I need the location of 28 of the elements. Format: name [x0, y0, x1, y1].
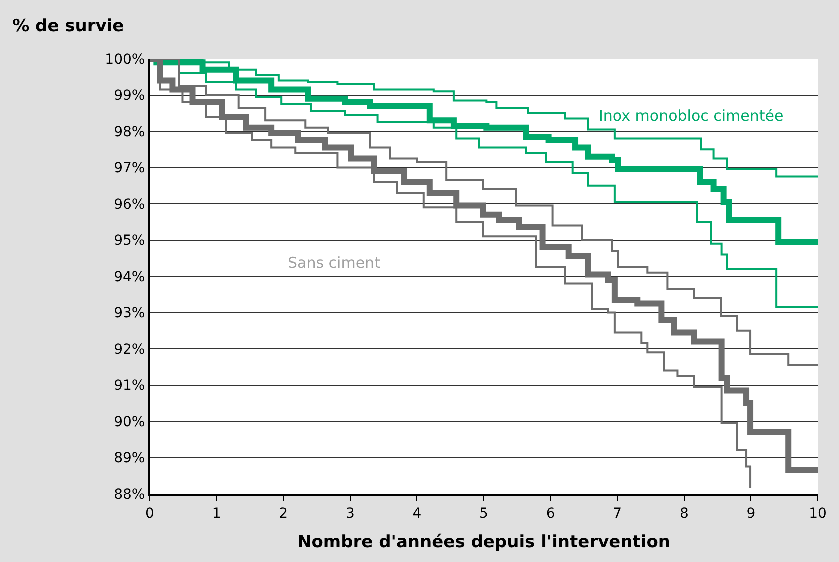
y-tick-label: 91% [114, 378, 146, 394]
x-tick-label: 0 [146, 506, 154, 522]
x-tick-label: 8 [680, 506, 689, 522]
x-tick-label: 2 [279, 506, 288, 522]
x-tick-label: 1 [212, 506, 222, 522]
x-tick-label: 10 [809, 506, 827, 522]
x-tick-label: 9 [746, 506, 756, 522]
x-tick-label: 5 [480, 506, 488, 522]
y-tick-label: 95% [114, 233, 146, 250]
y-tick-label: 99% [114, 88, 146, 104]
y-tick-label: 98% [114, 124, 146, 140]
y-tick-label: 88% [114, 486, 146, 503]
x-tick-label: 6 [546, 506, 556, 522]
x-tick-label: 3 [346, 506, 355, 522]
y-tick-label: 90% [114, 414, 146, 430]
y-tick-label: 92% [114, 342, 146, 358]
annotation: Inox monobloc cimentée [599, 107, 784, 125]
y-tick-label: 100% [105, 52, 146, 68]
x-tick-label: 7 [613, 506, 622, 522]
chart-title: % de survie [12, 16, 124, 37]
y-tick-label: 94% [114, 269, 146, 286]
x-axis-title: Nombre d'années depuis l'intervention [297, 532, 671, 553]
y-tick-label: 89% [114, 450, 146, 467]
y-tick-label: 93% [114, 306, 146, 322]
annotation: Sans ciment [288, 254, 381, 272]
y-tick-label: 97% [114, 160, 146, 177]
x-tick-label: 4 [412, 506, 422, 522]
y-tick-label: 96% [114, 196, 146, 213]
